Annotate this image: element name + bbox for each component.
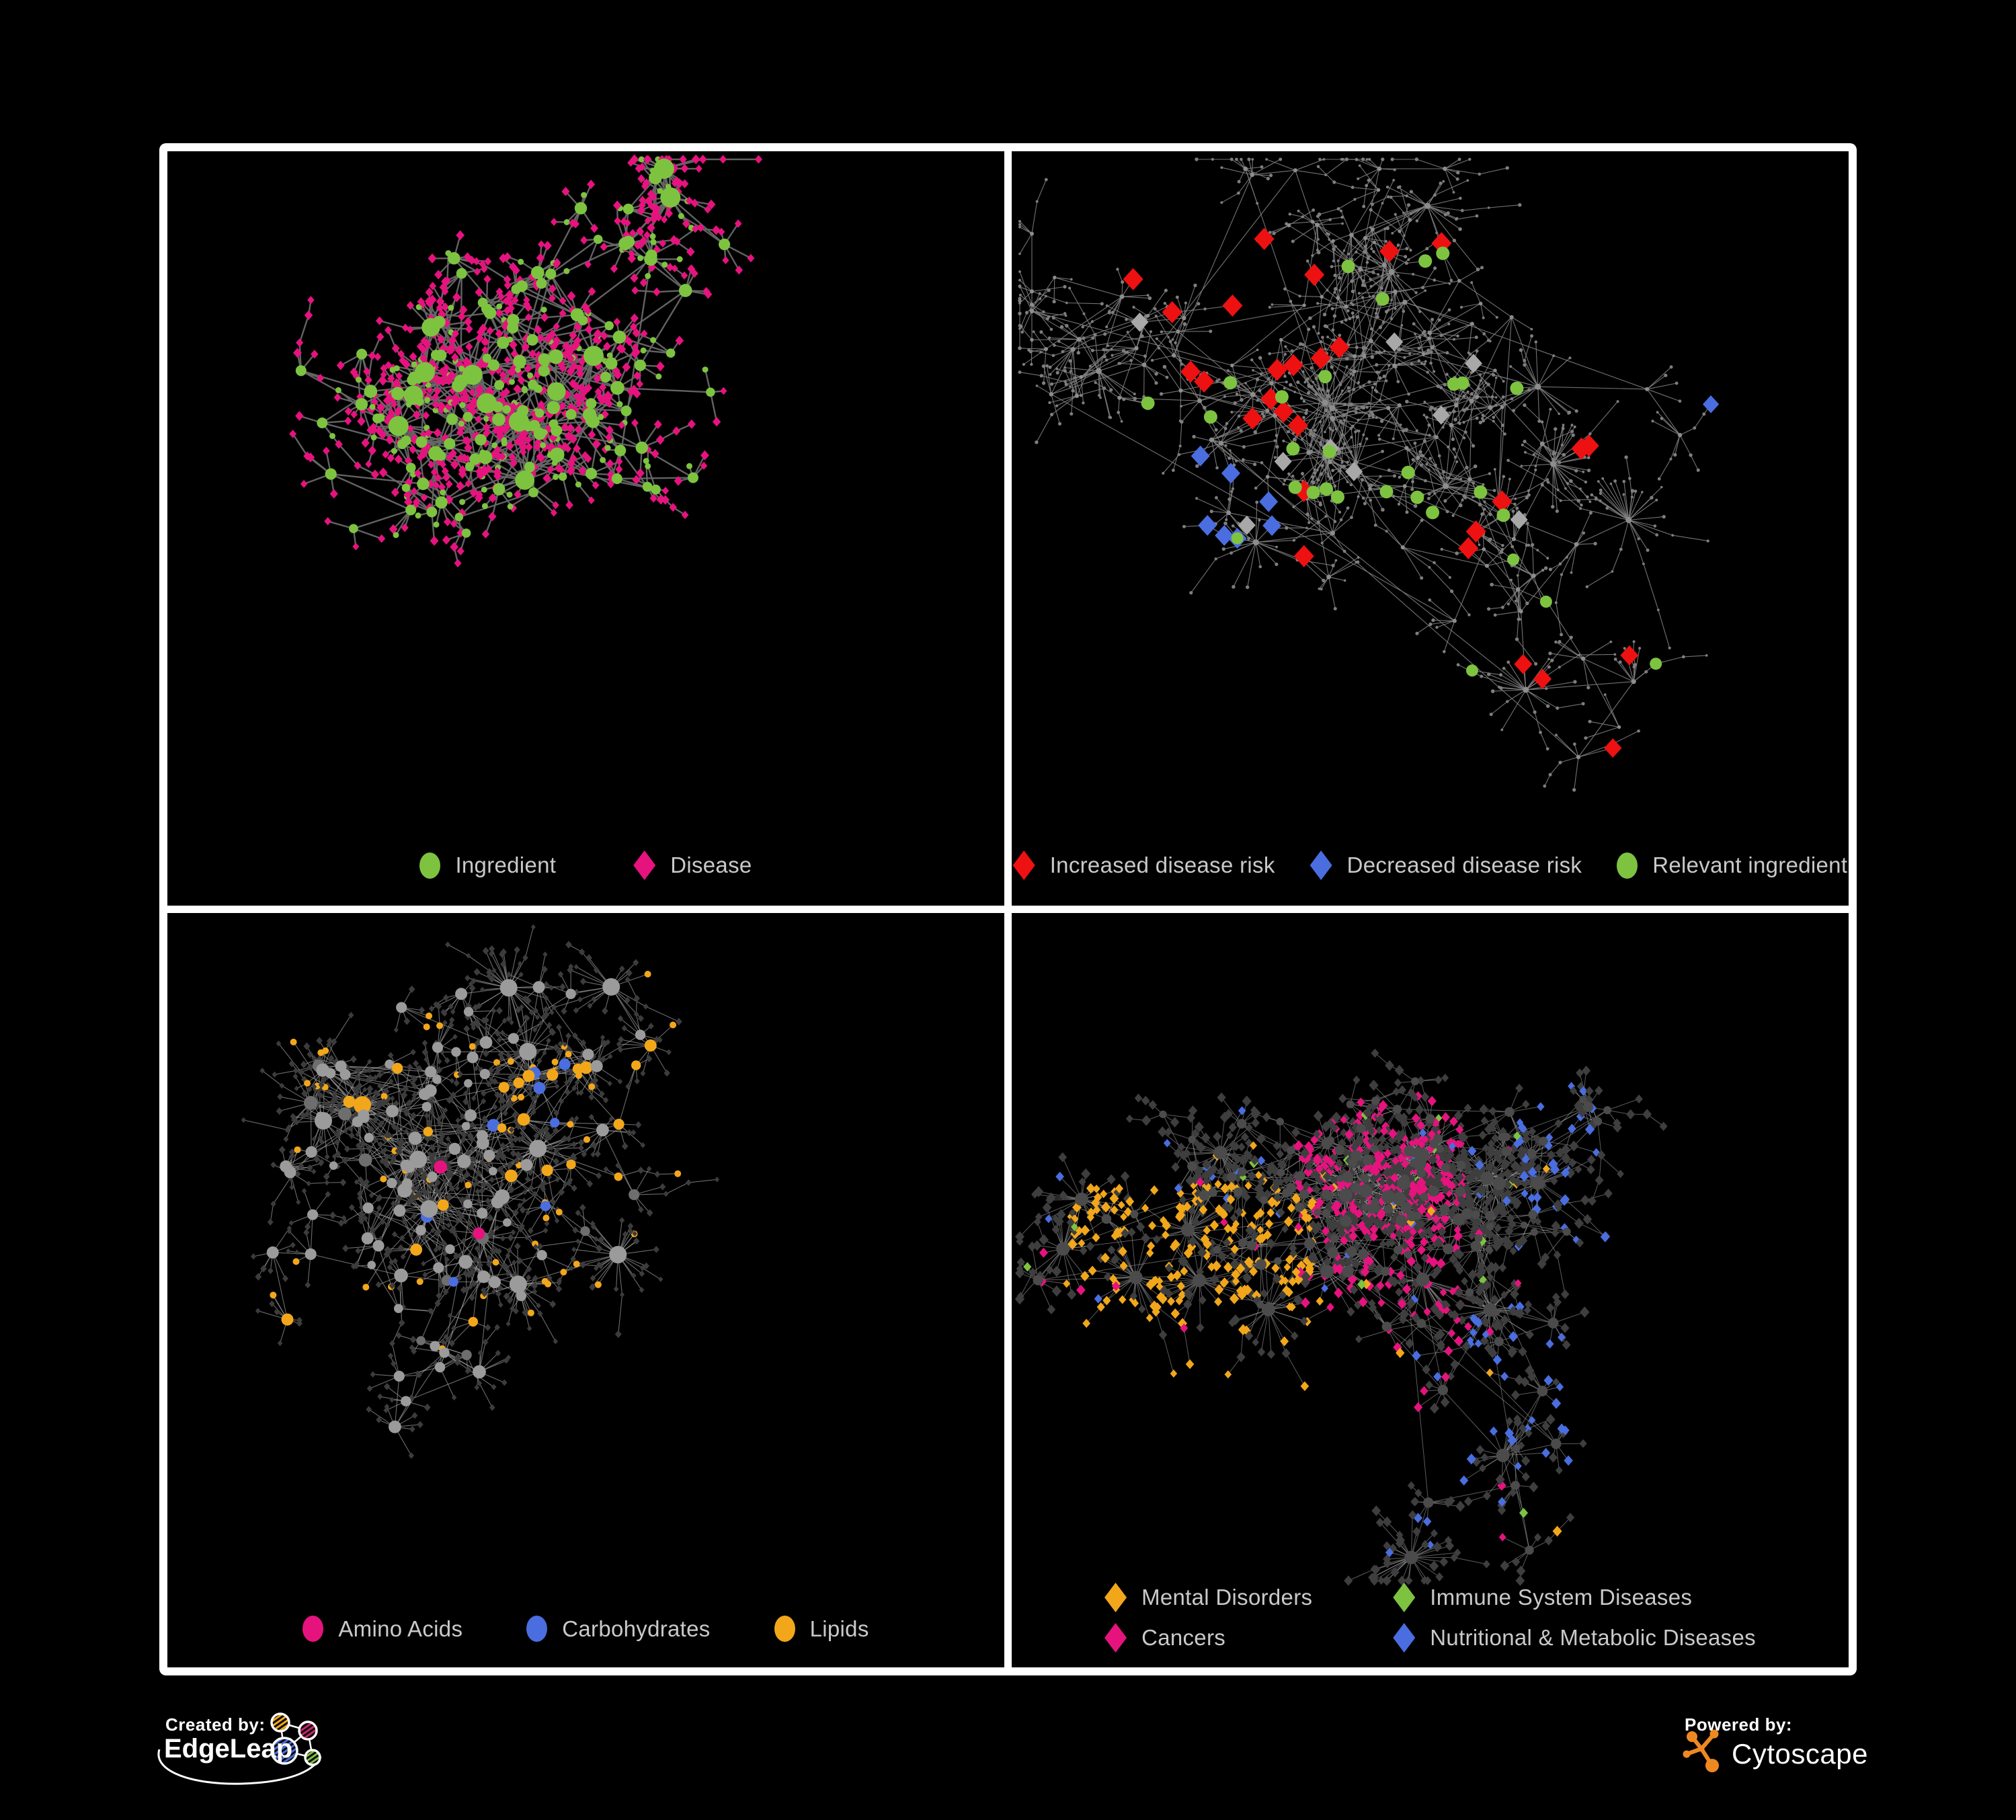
legend: Ingredient Disease bbox=[167, 850, 1004, 880]
legend-item-cancers: Cancers bbox=[1104, 1623, 1312, 1653]
increased-risk-diamond-swatch bbox=[1012, 850, 1035, 880]
amino-acids-circle-swatch bbox=[303, 1616, 324, 1642]
edgeleap-node-orange bbox=[270, 1712, 290, 1733]
edgeleap-node-magenta bbox=[298, 1720, 318, 1741]
legend-label: Immune System Diseases bbox=[1430, 1585, 1693, 1610]
cytoscape-logo-icon bbox=[1683, 1729, 1719, 1772]
powered-by-label: Powered by: bbox=[1685, 1714, 1793, 1735]
nutritional-metabolic-diamond-swatch bbox=[1393, 1623, 1416, 1653]
cytoscape-icon-node bbox=[1705, 1759, 1719, 1772]
legend-label: Mental Disorders bbox=[1141, 1585, 1313, 1610]
legend-item-increased-risk: Increased disease risk bbox=[1012, 850, 1275, 880]
legend-label: Ingredient bbox=[455, 853, 557, 877]
edgeleap-logo bbox=[157, 1712, 322, 1785]
legend-item-decreased-risk: Decreased disease risk bbox=[1309, 850, 1582, 880]
ingredient-circle-swatch bbox=[419, 852, 441, 879]
relevant-ingredient-circle-swatch bbox=[1617, 852, 1638, 879]
edgeleap-node-blue bbox=[270, 1737, 298, 1765]
legend-label: Carbohydrates bbox=[562, 1616, 711, 1641]
legend-item-disease: Disease bbox=[633, 850, 752, 880]
lipids-circle-swatch bbox=[774, 1616, 795, 1642]
created-by-label: Created by: bbox=[165, 1714, 266, 1735]
mental-disorders-diamond-swatch bbox=[1104, 1583, 1127, 1612]
legend-label: Increased disease risk bbox=[1049, 853, 1275, 877]
legend-label: Nutritional & Metabolic Diseases bbox=[1430, 1625, 1756, 1650]
legend-item-ingredient: Ingredient bbox=[419, 852, 557, 879]
immune-system-diamond-swatch bbox=[1393, 1583, 1416, 1612]
decreased-risk-diamond-swatch bbox=[1309, 850, 1332, 880]
cancers-diamond-swatch bbox=[1104, 1623, 1127, 1653]
edgeleap-node-green bbox=[304, 1749, 321, 1766]
panel-nutrient-classes: Amino Acids Carbohydrates Lipids bbox=[167, 913, 1004, 1667]
legend-item-mental-disorders: Mental Disorders bbox=[1104, 1583, 1312, 1612]
disease-diamond-swatch bbox=[633, 850, 656, 880]
legend: Increased disease risk Decreased disease… bbox=[1012, 850, 1849, 880]
legend-label: Relevant ingredient bbox=[1652, 853, 1848, 877]
legend-item-immune-system-diseases: Immune System Diseases bbox=[1393, 1583, 1756, 1612]
legend-label: Amino Acids bbox=[338, 1616, 463, 1641]
legend: Amino Acids Carbohydrates Lipids bbox=[167, 1616, 1004, 1642]
figure-frame: Ingredient Disease Increased disease ris… bbox=[159, 143, 1857, 1675]
cytoscape-icon-node bbox=[1709, 1729, 1719, 1739]
legend-item-lipids: Lipids bbox=[774, 1616, 869, 1642]
network-graph-disease-classes bbox=[1014, 1048, 1668, 1586]
edgeleap-brand-text: EdgeLeap bbox=[164, 1734, 293, 1764]
panel-ingredient-disease: Ingredient Disease bbox=[167, 151, 1004, 906]
legend-label: Lipids bbox=[809, 1616, 869, 1641]
panel-disease-risk: Increased disease risk Decreased disease… bbox=[1012, 151, 1849, 906]
panel-disease-classes: Mental Disorders Immune System Diseases … bbox=[1012, 913, 1849, 1667]
cytoscape-icon-node bbox=[1683, 1750, 1691, 1758]
legend-item-nutritional-metabolic: Nutritional & Metabolic Diseases bbox=[1393, 1623, 1756, 1653]
legend-item-amino-acids: Amino Acids bbox=[303, 1616, 462, 1642]
network-graph-ingredient-disease bbox=[289, 154, 762, 567]
legend-label: Decreased disease risk bbox=[1346, 853, 1582, 877]
cytoscape-icon-node bbox=[1698, 1745, 1705, 1752]
edgeleap-swoosh bbox=[157, 1749, 322, 1785]
network-graph-nutrient-classes bbox=[241, 924, 720, 1459]
cytoscape-icon-node bbox=[1687, 1731, 1697, 1742]
legend-item-relevant-ingredient: Relevant ingredient bbox=[1617, 852, 1848, 879]
cytoscape-brand-text: Cytoscape bbox=[1732, 1738, 1868, 1770]
carbohydrates-circle-swatch bbox=[526, 1616, 548, 1642]
legend-item-carbohydrates: Carbohydrates bbox=[526, 1616, 710, 1642]
legend: Mental Disorders Immune System Diseases … bbox=[1012, 1583, 1849, 1653]
legend-label: Disease bbox=[670, 853, 752, 877]
network-graph-disease-risk bbox=[1018, 157, 1720, 792]
legend-label: Cancers bbox=[1141, 1625, 1226, 1650]
